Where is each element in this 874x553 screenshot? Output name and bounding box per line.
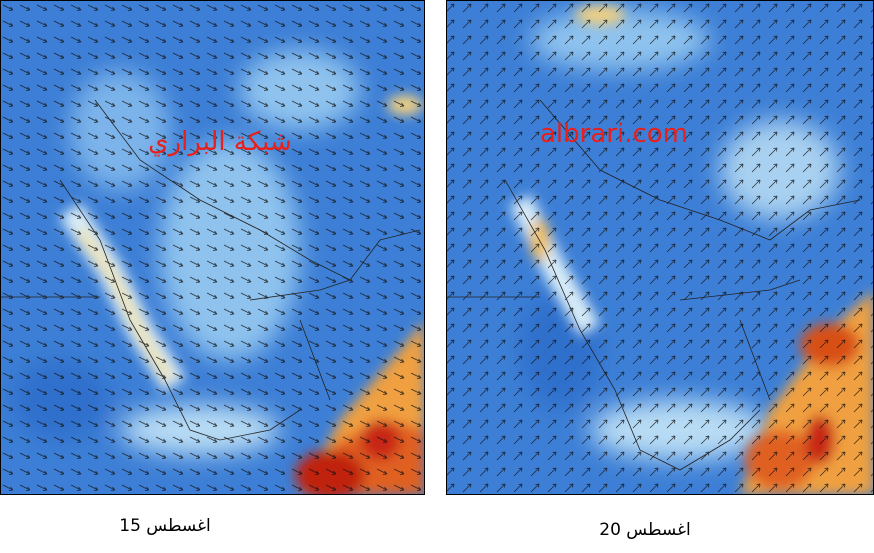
panel-border (0, 0, 425, 495)
caption: اغسطس 15 (119, 516, 210, 536)
caption: اغسطس 20 (599, 520, 690, 540)
watermark: شبكة البراري (148, 127, 292, 157)
watermark: albrari.com (540, 119, 688, 149)
map-panel-right: albrari.com (446, 0, 874, 495)
map-panel-left: شبكة البراري (0, 0, 425, 495)
